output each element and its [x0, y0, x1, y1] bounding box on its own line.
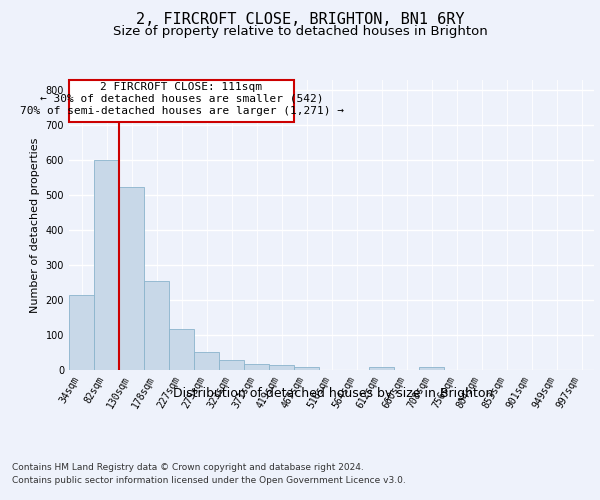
- Text: 70% of semi-detached houses are larger (1,271) →: 70% of semi-detached houses are larger (…: [19, 106, 343, 116]
- Text: 2 FIRCROFT CLOSE: 111sqm: 2 FIRCROFT CLOSE: 111sqm: [101, 82, 263, 92]
- Text: ← 30% of detached houses are smaller (542): ← 30% of detached houses are smaller (54…: [40, 94, 323, 104]
- FancyBboxPatch shape: [69, 80, 294, 122]
- Y-axis label: Number of detached properties: Number of detached properties: [30, 138, 40, 312]
- Bar: [269, 365, 294, 370]
- Text: Distribution of detached houses by size in Brighton: Distribution of detached houses by size …: [173, 388, 493, 400]
- Text: Size of property relative to detached houses in Brighton: Size of property relative to detached ho…: [113, 25, 487, 38]
- Bar: [144, 281, 169, 370]
- Bar: [294, 367, 319, 370]
- Bar: [194, 352, 219, 370]
- Bar: [219, 360, 244, 370]
- Bar: [94, 160, 119, 370]
- Bar: [244, 364, 269, 370]
- Bar: [119, 186, 144, 370]
- Text: Contains HM Land Registry data © Crown copyright and database right 2024.: Contains HM Land Registry data © Crown c…: [12, 462, 364, 471]
- Bar: [169, 329, 194, 370]
- Bar: [69, 295, 94, 370]
- Bar: [369, 367, 394, 370]
- Text: 2, FIRCROFT CLOSE, BRIGHTON, BN1 6RY: 2, FIRCROFT CLOSE, BRIGHTON, BN1 6RY: [136, 12, 464, 28]
- Text: Contains public sector information licensed under the Open Government Licence v3: Contains public sector information licen…: [12, 476, 406, 485]
- Bar: [419, 367, 444, 370]
